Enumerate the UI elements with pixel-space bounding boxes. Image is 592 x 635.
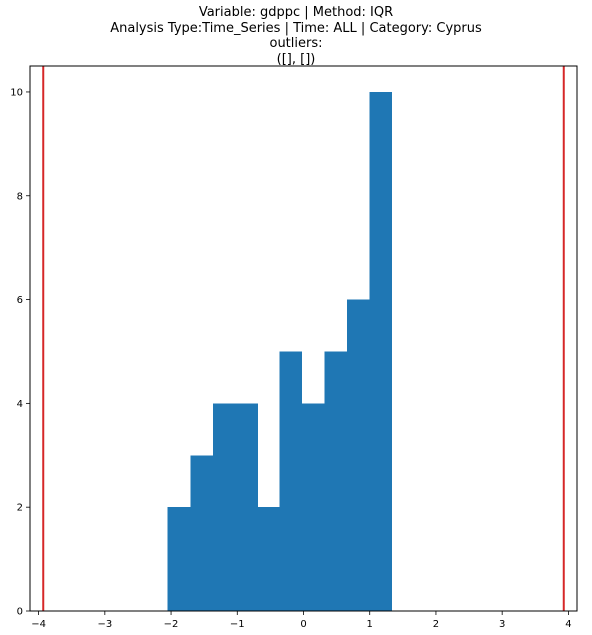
x-tick-label: −3: [97, 619, 112, 630]
title-line-4: ([], []): [276, 51, 316, 67]
chart-title: Variable: gdppc | Method: IQR Analysis T…: [0, 5, 592, 67]
histogram-bar-8: [324, 351, 348, 611]
histogram-bar-10: [369, 91, 393, 611]
y-tick-label: 2: [17, 503, 23, 514]
histogram-bar-7: [302, 403, 325, 611]
y-tick-label: 10: [10, 87, 23, 98]
x-tick-label: 3: [499, 619, 505, 630]
histogram-bar-2: [190, 455, 213, 611]
histogram-bar-4: [235, 403, 258, 611]
histogram-bar-6: [279, 351, 303, 611]
x-tick-label: 4: [565, 619, 571, 630]
x-tick-label: 2: [433, 619, 439, 630]
x-tick-label: 1: [367, 619, 373, 630]
title-line-3: outliers:: [269, 36, 323, 51]
histogram-bar-5: [257, 507, 280, 611]
title-line-2: Analysis Type:Time_Series | Time: ALL | …: [110, 20, 482, 36]
y-tick-label: 8: [17, 191, 23, 202]
x-tick-label: −4: [31, 619, 46, 630]
x-tick-label: −1: [230, 619, 245, 630]
histogram-bar-9: [347, 299, 370, 611]
histogram-bar-1: [167, 507, 191, 611]
x-tick-label: −2: [164, 619, 179, 630]
y-tick-label: 4: [17, 399, 23, 410]
title-line-1: Variable: gdppc | Method: IQR: [198, 5, 394, 20]
x-tick-label: 0: [300, 619, 306, 630]
histogram-bar-3: [212, 403, 236, 611]
y-tick-label: 6: [17, 295, 23, 306]
y-tick-label: 0: [17, 607, 23, 618]
